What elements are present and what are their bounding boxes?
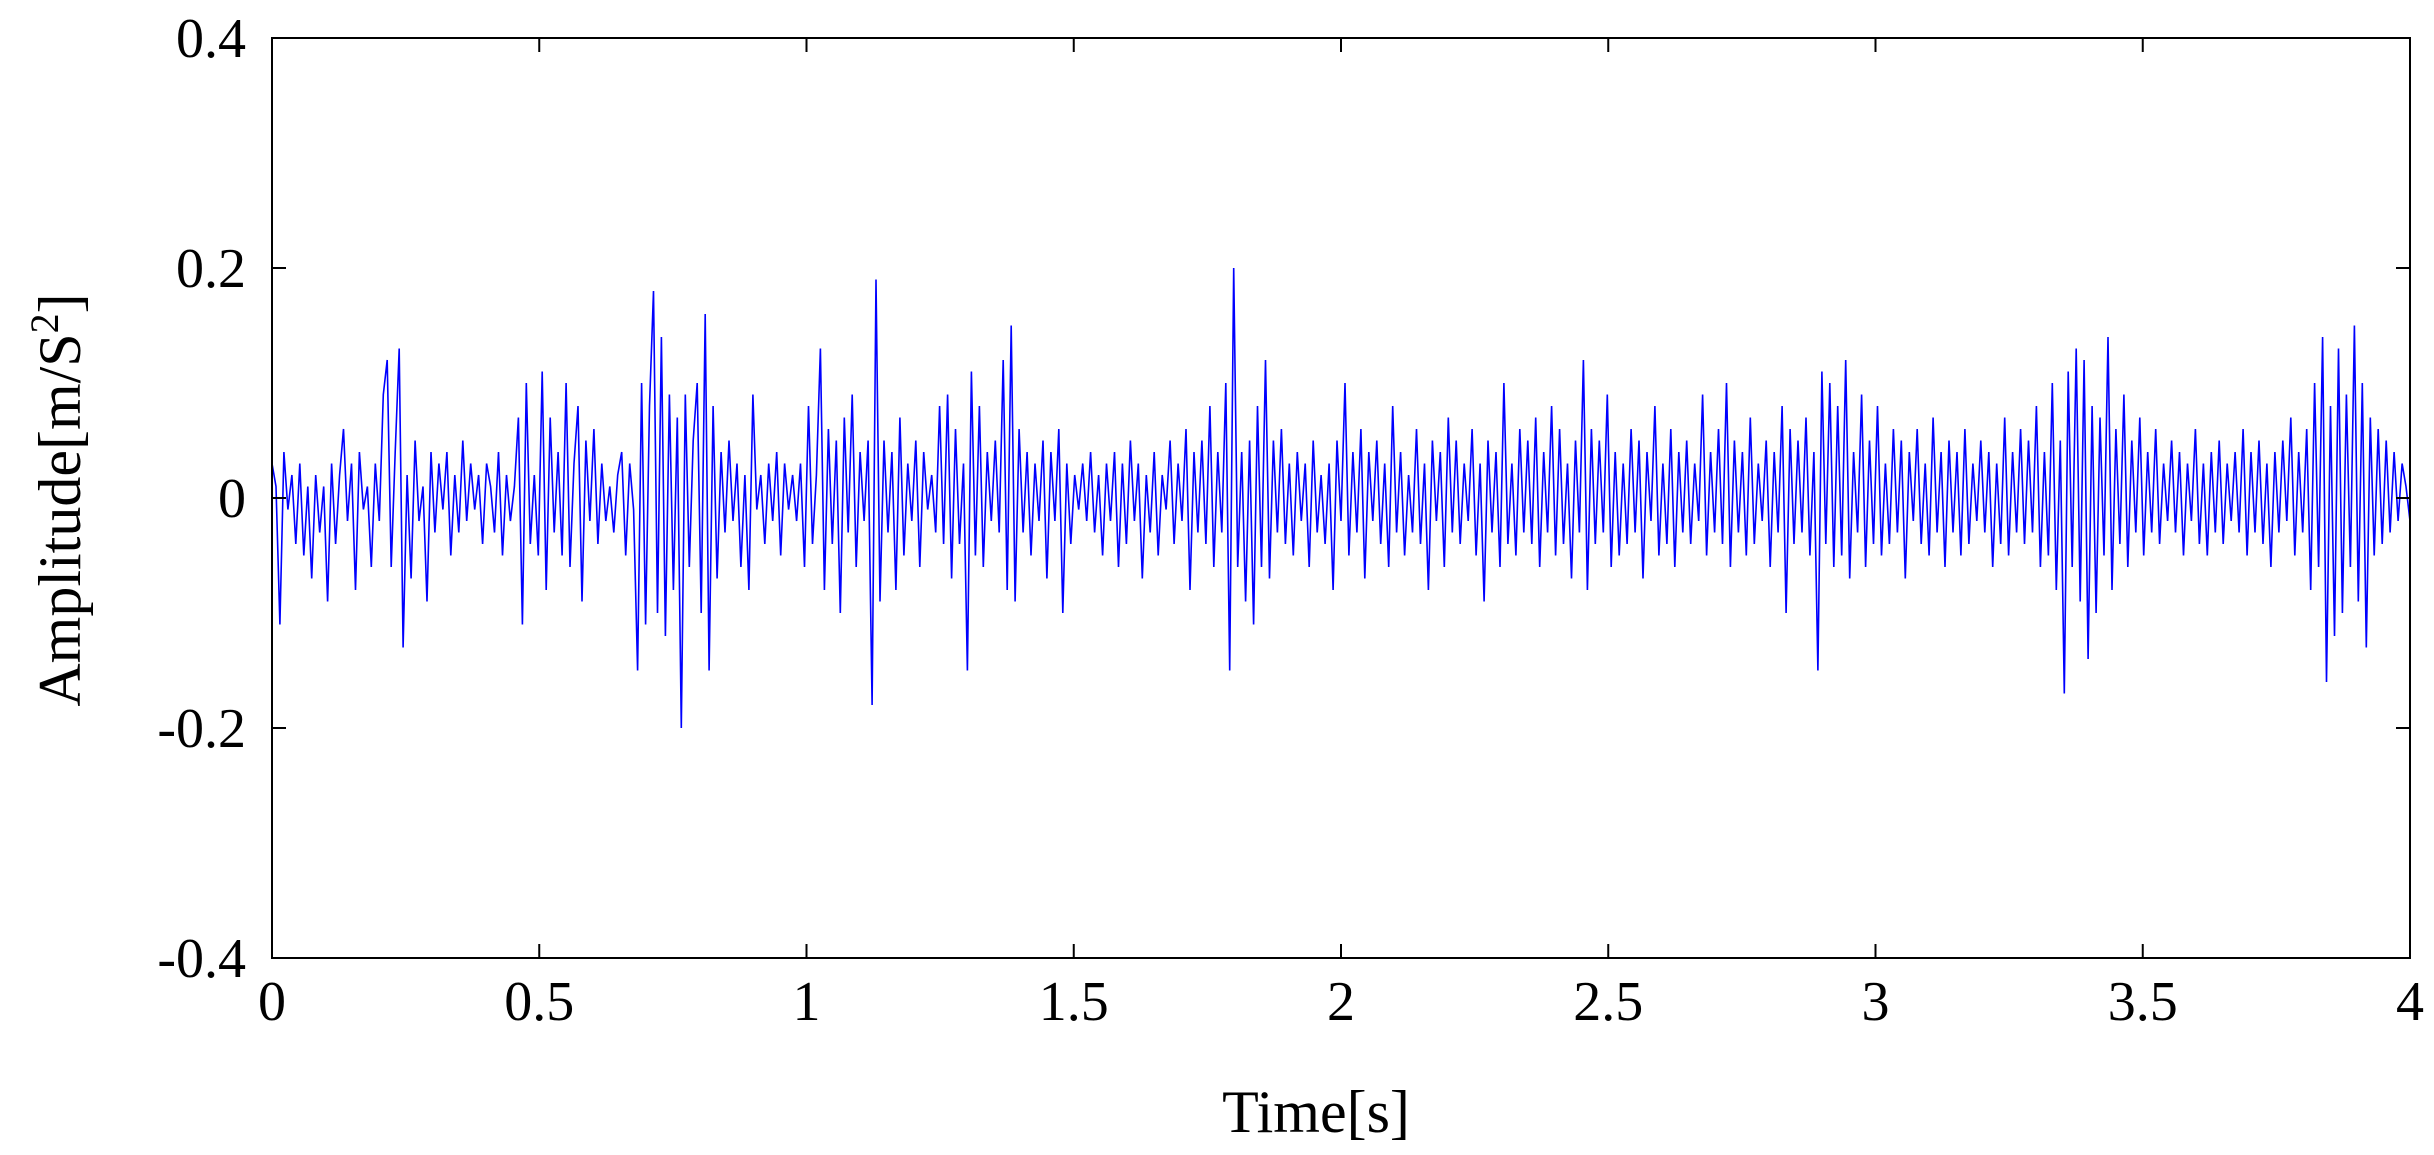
y-tick-label: 0.2: [176, 238, 246, 300]
x-axis: 0 0.5 1 1.5 2 2.5 3 3.5 4: [258, 38, 2424, 1033]
y-tick-label: 0.4: [176, 8, 246, 70]
x-tick-label: 0: [258, 971, 286, 1033]
y-axis-title: Amplitude[m/S2]: [22, 293, 93, 706]
x-tick-label: 0.5: [504, 971, 574, 1033]
series-line-0: [272, 267, 2410, 729]
x-axis-title: Time[s]: [1222, 1079, 1410, 1145]
x-tick-label: 2: [1327, 971, 1355, 1033]
x-tick-label: 4: [2396, 971, 2424, 1033]
plot-area: [271, 37, 2411, 959]
y-tick-label: -0.4: [157, 928, 246, 990]
x-tick-label: 3: [1862, 971, 1890, 1033]
x-tick-label: 3.5: [2108, 971, 2178, 1033]
x-tick-label: 2.5: [1573, 971, 1643, 1033]
y-tick-label: -0.2: [157, 698, 246, 760]
y-tick-label: 0: [218, 468, 246, 530]
x-tick-label: 1: [793, 971, 821, 1033]
y-axis-title-close: ]: [27, 293, 93, 313]
y-axis-title-sup: 2: [22, 313, 67, 333]
y-axis-title-main: Amplitude[m/S: [27, 333, 93, 706]
y-axis: 0.4 0.2 0 -0.2 -0.4: [157, 8, 2410, 990]
x-tick-label: 1.5: [1039, 971, 1109, 1033]
